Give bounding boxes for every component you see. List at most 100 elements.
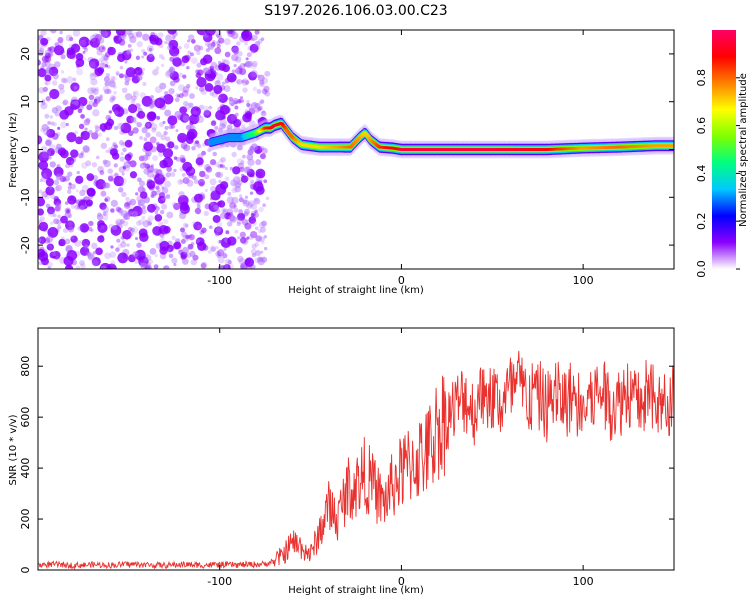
noise-dot: [234, 229, 239, 234]
noise-dot: [195, 72, 202, 79]
noise-dot: [190, 258, 197, 266]
noise-dot: [147, 111, 157, 120]
noise-dot: [88, 220, 94, 227]
noise-dot: [240, 99, 245, 103]
noise-dot: [189, 234, 193, 238]
noise-dot: [93, 98, 98, 103]
noise-dot: [223, 38, 231, 46]
noise-dot: [164, 40, 168, 45]
noise-dot: [45, 139, 52, 147]
snr-y-label: SNR (10 * v/v): [8, 414, 19, 485]
noise-dot: [193, 44, 201, 52]
noise-dot: [119, 182, 124, 187]
noise-dot: [220, 156, 226, 163]
noise-dot: [38, 236, 47, 244]
noise-dot: [217, 200, 226, 208]
noise-dot: [44, 237, 51, 244]
noise-dot: [262, 203, 266, 208]
noise-dot: [159, 82, 167, 90]
noise-dot: [102, 212, 107, 216]
noise-dot: [188, 233, 195, 241]
noise-dot: [145, 132, 151, 138]
noise-dot: [236, 78, 243, 85]
noise-dot: [205, 166, 213, 173]
spectrogram-y-tick-label: 10: [19, 95, 32, 109]
noise-dot: [187, 243, 194, 250]
noise-dot: [196, 30, 207, 36]
noise-dot: [196, 115, 205, 123]
snr-y-tick-label: 800: [19, 356, 32, 377]
noise-dot: [136, 242, 142, 248]
noise-dot: [148, 259, 154, 264]
noise-dot: [55, 173, 63, 181]
noise-dot: [47, 246, 51, 250]
noise-dot: [214, 80, 221, 87]
noise-dot: [141, 95, 153, 107]
noise-dot: [41, 191, 49, 198]
noise-dot: [53, 122, 57, 127]
noise-dot: [139, 191, 148, 199]
noise-dot: [191, 175, 197, 181]
noise-dot: [34, 122, 37, 125]
noise-dot: [63, 175, 71, 182]
noise-dot: [201, 150, 207, 156]
noise-dot: [126, 115, 135, 124]
noise-dot: [141, 55, 145, 59]
noise-dot: [119, 65, 124, 70]
noise-dot: [187, 39, 191, 43]
noise-dot: [117, 122, 125, 130]
noise-dot: [105, 149, 109, 154]
noise-dot: [263, 235, 267, 239]
noise-dot: [254, 107, 260, 113]
noise-dot: [73, 85, 78, 90]
noise-dot: [69, 43, 73, 48]
noise-dot: [119, 219, 125, 225]
noise-dot: [124, 75, 131, 83]
noise-dot: [144, 123, 150, 130]
noise-dot: [242, 199, 250, 207]
noise-dot: [172, 242, 181, 250]
noise-dot: [86, 187, 96, 197]
noise-dot: [161, 186, 165, 190]
noise-dot: [150, 123, 158, 130]
noise-dot: [152, 69, 159, 76]
noise-dot: [60, 236, 65, 241]
noise-dot: [162, 93, 174, 105]
noise-dot: [56, 164, 60, 168]
noise-dot: [79, 260, 85, 266]
noise-dot: [117, 112, 123, 118]
noise-dot: [124, 153, 132, 161]
noise-dot: [40, 102, 48, 110]
noise-dot: [152, 225, 162, 236]
noise-dot: [237, 236, 241, 240]
noise-dot: [215, 110, 226, 121]
noise-dot: [102, 182, 109, 189]
noise-dot: [172, 57, 182, 67]
noise-dot: [38, 49, 44, 57]
colorbar-tick-label: 0.2: [695, 212, 708, 230]
noise-dot: [234, 112, 239, 117]
noise-dot: [218, 179, 222, 184]
noise-dot: [113, 163, 118, 168]
noise-dot: [199, 170, 206, 178]
noise-dot: [196, 239, 200, 243]
noise-dot: [47, 155, 52, 160]
snr-line: [38, 350, 674, 570]
noise-dot: [112, 143, 117, 148]
noise-dot: [112, 76, 117, 81]
noise-dot: [249, 181, 255, 188]
noise-dot: [244, 257, 255, 268]
noise-dot: [118, 166, 126, 173]
noise-dot: [245, 175, 251, 181]
noise-dot: [163, 131, 168, 136]
noise-dot: [79, 205, 85, 211]
noise-dot: [250, 183, 257, 190]
noise-dot: [105, 51, 111, 58]
noise-dot: [165, 172, 171, 178]
noise-dot: [138, 228, 148, 238]
noise-dot: [150, 95, 154, 99]
noise-dot: [64, 201, 69, 205]
noise-dot: [160, 134, 167, 141]
noise-dot: [204, 203, 211, 210]
noise-dot: [215, 251, 221, 257]
